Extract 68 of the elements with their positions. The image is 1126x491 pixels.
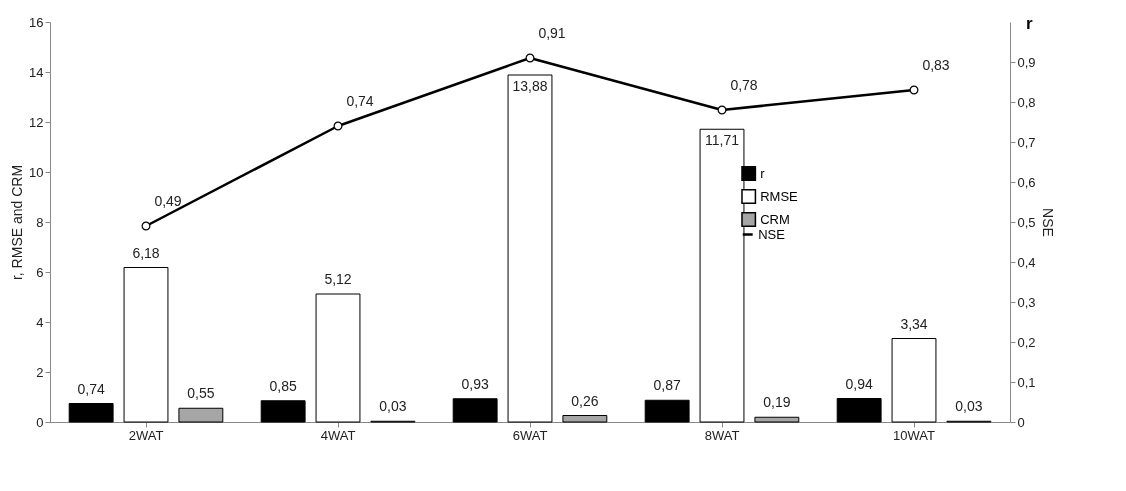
bar xyxy=(836,398,882,423)
x-tick-label: 4WAT xyxy=(320,427,356,443)
data-label: 0,85 xyxy=(269,377,297,394)
y-tick-label: 12 xyxy=(29,114,44,130)
y2-tick-label: 0,8 xyxy=(1017,94,1036,110)
data-label: 0,78 xyxy=(730,77,758,93)
data-label: 0,74 xyxy=(77,380,105,397)
bar xyxy=(68,403,114,423)
bar xyxy=(452,398,498,423)
data-label: 0,94 xyxy=(845,375,873,392)
y2-tick-label: 0,9 xyxy=(1017,54,1036,70)
y2-tick-label: 0,6 xyxy=(1017,174,1036,190)
y2-tick-label: 0,5 xyxy=(1017,214,1036,230)
bar xyxy=(507,74,553,423)
bar xyxy=(562,415,608,423)
y2-tick-label: 0,3 xyxy=(1017,294,1036,310)
x-tick-label: 8WAT xyxy=(704,427,740,443)
x-tick-label: 2WAT xyxy=(128,427,164,443)
x-tick-label: 10WAT xyxy=(893,427,935,443)
point xyxy=(717,105,727,115)
bar xyxy=(178,407,224,423)
legend-label: RMSE xyxy=(760,188,799,204)
data-label: 13,88 xyxy=(512,78,548,94)
legend-label: NSE xyxy=(758,226,786,242)
data-label: 0,93 xyxy=(461,375,489,392)
y2-tick-label: 0,7 xyxy=(1017,134,1036,150)
y2-tick-label: 0,2 xyxy=(1017,334,1036,350)
data-label: 0,87 xyxy=(653,377,681,394)
text: r xyxy=(1026,14,1033,33)
y-tick-label: 8 xyxy=(36,214,44,230)
y2-axis-title: NSE xyxy=(1039,208,1056,237)
y-tick-label: 6 xyxy=(36,264,44,280)
data-label: 0,55 xyxy=(187,385,215,402)
legend-label: CRM xyxy=(760,211,790,227)
point xyxy=(333,121,343,131)
y-tick-label: 0 xyxy=(36,414,44,430)
point xyxy=(141,221,151,231)
data-label: 5,12 xyxy=(324,271,352,287)
bar xyxy=(123,267,169,423)
data-label: 0,74 xyxy=(346,93,374,109)
data-label: 6,18 xyxy=(132,244,160,261)
data-label: 0,03 xyxy=(379,398,407,415)
y2-tick-label: 0,4 xyxy=(1017,254,1036,270)
data-label: 0,03 xyxy=(955,398,983,415)
data-label: 0,19 xyxy=(763,394,791,411)
bar xyxy=(754,416,800,423)
y-tick-label: 4 xyxy=(36,314,44,330)
data-label: 0,91 xyxy=(538,25,566,41)
point xyxy=(525,53,535,63)
y2-tick-label: 0 xyxy=(1017,414,1025,430)
bar xyxy=(260,400,306,423)
data-label: 0,83 xyxy=(922,57,950,73)
y-tick-label: 14 xyxy=(29,64,44,80)
point xyxy=(909,85,919,95)
bar xyxy=(891,338,937,423)
y-tick-label: 10 xyxy=(29,164,44,180)
bar xyxy=(644,399,690,423)
data-label: 0,26 xyxy=(571,392,599,409)
y-tick-label: 2 xyxy=(36,364,44,380)
y-axis-title: r, RMSE and CRM xyxy=(9,164,26,281)
data-label: 0,49 xyxy=(154,193,182,209)
data-label: 11,71 xyxy=(705,132,740,149)
data-label: 3,34 xyxy=(900,315,928,332)
x-tick-label: 6WAT xyxy=(512,427,548,443)
y-tick-label: 16 xyxy=(29,14,44,30)
y2-tick-label: 0,1 xyxy=(1017,374,1036,390)
legend-label: r xyxy=(760,165,766,181)
bar xyxy=(315,293,361,423)
